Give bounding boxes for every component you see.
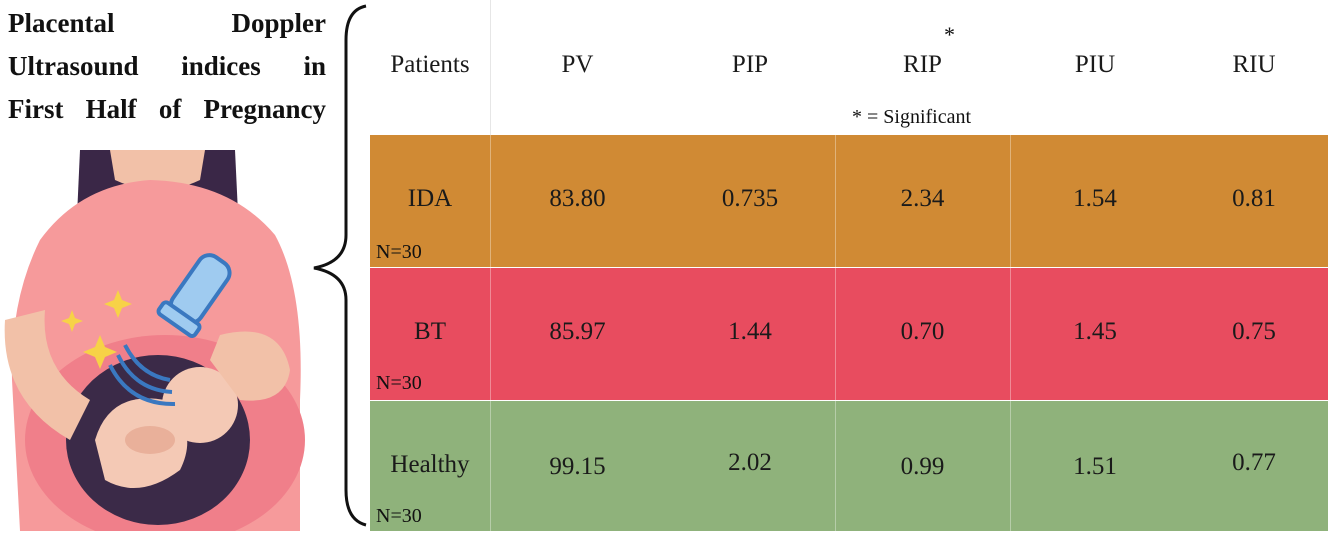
value-rip: 0.70 [900, 318, 945, 345]
header-piu: PIU [1074, 51, 1116, 78]
value-riu: 0.81 [1232, 185, 1276, 212]
row-bt: BT N=30 85.97 1.44 0.70 1.45 0.75 [370, 268, 1328, 400]
figure-title: Placental Doppler Ultrasound indices in … [8, 2, 326, 131]
header-riu: RIU [1232, 51, 1276, 78]
value-piu: 1.45 [1073, 318, 1117, 345]
header-pv: PV [561, 51, 594, 78]
value-rip: 0.99 [900, 453, 945, 480]
table-header: Patients PV PIP RIP PIU RIU * * = Signif… [370, 0, 1328, 135]
title-line-2: Ultrasound indices in [8, 51, 326, 81]
value-pip: 1.44 [728, 318, 772, 345]
header-patients: Patients [390, 51, 470, 78]
row-label: IDA [407, 185, 453, 212]
row-n: N=30 [376, 241, 422, 263]
value-pv: 83.80 [549, 185, 606, 212]
value-piu: 1.51 [1073, 453, 1117, 480]
header-rip: RIP [903, 51, 942, 78]
value-riu: 0.75 [1232, 318, 1276, 345]
title-line-1: Placental Doppler [8, 8, 326, 38]
row-n: N=30 [376, 372, 422, 394]
value-piu: 1.54 [1073, 185, 1117, 212]
title-line-3: First Half of Pregnancy [8, 94, 326, 124]
row-n: N=30 [376, 505, 422, 527]
pregnant-woman-ultrasound-illustration [4, 150, 305, 531]
value-riu: 0.77 [1232, 449, 1276, 476]
significance-note: * = Significant [852, 106, 972, 128]
row-ida: IDA N=30 83.80 0.735 2.34 1.54 0.81 [370, 135, 1328, 267]
value-pip: 0.735 [721, 185, 779, 212]
row-healthy: Healthy N=30 99.15 2.02 0.99 1.51 0.77 [370, 401, 1328, 531]
value-pv: 85.97 [549, 318, 606, 345]
doppler-table: Patients PV PIP RIP PIU RIU * * = Signif… [370, 0, 1328, 531]
value-pv: 99.15 [549, 453, 606, 480]
header-divider [490, 0, 491, 135]
value-pip: 2.02 [728, 449, 772, 476]
curly-brace [313, 4, 367, 527]
value-rip: 2.34 [900, 185, 945, 212]
header-pip: PIP [731, 51, 769, 78]
row-label: Healthy [390, 451, 470, 478]
significance-star: * [944, 22, 955, 47]
row-label: BT [414, 318, 446, 345]
